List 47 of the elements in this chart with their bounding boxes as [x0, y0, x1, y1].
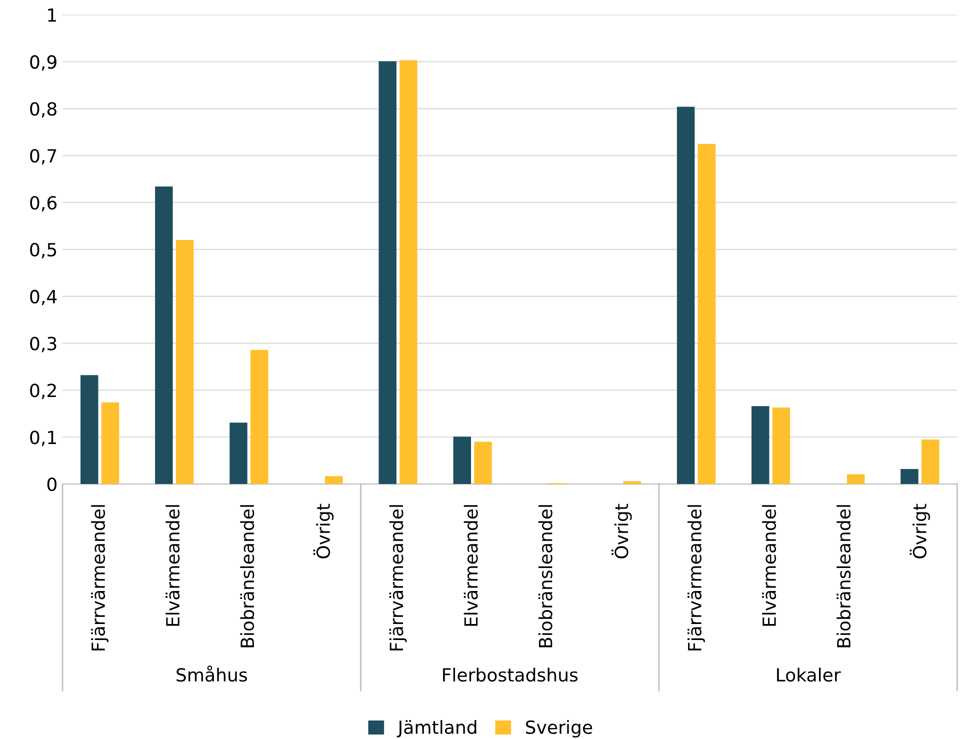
x-tick-label: Övrigt	[612, 504, 632, 558]
bar	[900, 469, 918, 484]
y-tick-label: 0,2	[30, 384, 56, 400]
y-tick-label: 0	[47, 478, 56, 492]
x-tick-label: Elvärmeandel	[762, 505, 776, 626]
bar	[676, 106, 695, 484]
y-tick-label: 0,4	[30, 290, 57, 306]
bar	[176, 240, 194, 484]
bar	[155, 186, 173, 484]
bar	[474, 442, 492, 484]
bar	[250, 350, 268, 484]
x-tick-label: Övrigt	[910, 504, 930, 558]
y-tick-label: 0,7	[30, 149, 56, 165]
x-tick-label: Biobränsleandel	[836, 505, 851, 648]
bar	[751, 406, 770, 484]
bar	[698, 144, 716, 484]
bar	[772, 408, 790, 484]
text: Flerbostadshus	[443, 668, 578, 682]
bar	[453, 436, 472, 484]
x-tick-label: Elvärmeandel	[464, 505, 478, 626]
x-tick-label: Biobränsleandel	[240, 505, 254, 648]
y-tick-label: 0,1	[30, 430, 56, 446]
y-tick-label: 0,8	[30, 102, 56, 118]
x-tick-label: Fjärrvärmeandel	[688, 505, 705, 650]
bar	[921, 439, 940, 484]
y-tick-label: 0,5	[30, 242, 56, 258]
bar	[846, 474, 865, 484]
text: Småhus	[176, 666, 247, 682]
bar	[378, 61, 396, 484]
bar	[80, 375, 98, 484]
y-tick-label: 0,3	[30, 336, 56, 352]
x-tick-label: Biobränsleandel	[538, 505, 552, 648]
bar	[623, 481, 641, 484]
text: Lokaler	[777, 668, 841, 682]
x-tick-label: Övrigt	[313, 504, 334, 558]
bar	[230, 422, 248, 484]
x-tick-label: Elvärmeandel	[166, 505, 180, 626]
x-tick-label: Fjärrvärmeandel	[389, 505, 407, 650]
x-tick-label: Fjärrvärmeandel	[91, 505, 109, 650]
bar	[101, 402, 120, 484]
legend-label: Jämtland	[396, 720, 476, 738]
bar	[400, 60, 418, 484]
legend-label: Sverige	[526, 720, 592, 738]
y-tick-label: 0,9	[30, 55, 56, 71]
y-tick-label: 1	[48, 8, 56, 22]
bar	[325, 476, 343, 484]
y-tick-label: 0,6	[30, 196, 57, 212]
